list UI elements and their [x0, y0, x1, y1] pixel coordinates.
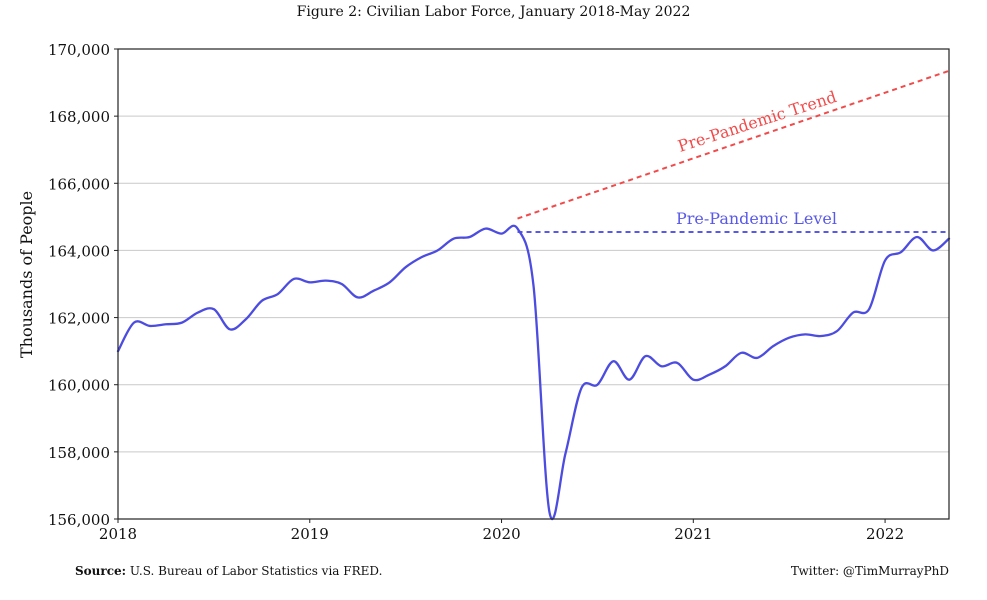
y-tick-label: 170,000 — [48, 41, 110, 59]
grid-layer — [118, 115, 949, 453]
chart-title: Figure 2: Civilian Labor Force, January … — [296, 4, 691, 20]
y-tick-label: 160,000 — [48, 377, 110, 395]
plot-frame — [117, 48, 950, 520]
x-tick-label: 2021 — [674, 525, 712, 543]
y-tick-label: 162,000 — [48, 310, 110, 328]
y-tick-label: 166,000 — [48, 175, 110, 193]
y-tick-label: 164,000 — [48, 242, 110, 260]
x-tick-label: 2022 — [866, 525, 904, 543]
axis-layer — [114, 48, 950, 523]
y-tick-label: 156,000 — [48, 511, 110, 529]
source-label: Source: — [75, 564, 127, 578]
annotation-layer: Pre-Pandemic Trend Pre-Pandemic Level — [675, 87, 838, 228]
reference-line-layer — [517, 69, 950, 233]
pre-pandemic-trend-line — [517, 69, 950, 220]
labor-force-series-line — [116, 224, 951, 521]
x-tick-label: 2019 — [291, 525, 329, 543]
source-note: Source: U.S. Bureau of Labor Statistics … — [75, 563, 382, 579]
pre-pandemic-level-label: Pre-Pandemic Level — [676, 209, 837, 228]
x-tick-label: 2018 — [99, 525, 137, 543]
y-tick-label: 158,000 — [48, 444, 110, 462]
twitter-handle: Twitter: @TimMurrayPhD — [790, 564, 949, 578]
y-axis-label: Thousands of People — [17, 190, 36, 358]
tick-label-layer: 156,000 158,000 160,000 162,000 164,000 166,0… — [48, 41, 904, 543]
pre-pandemic-trend-label: Pre-Pandemic Trend — [675, 87, 838, 156]
data-series-layer — [116, 224, 951, 521]
source-text: U.S. Bureau of Labor Statistics via FRED… — [126, 564, 383, 578]
y-tick-label: 168,000 — [48, 108, 110, 126]
x-tick-label: 2020 — [482, 525, 520, 543]
